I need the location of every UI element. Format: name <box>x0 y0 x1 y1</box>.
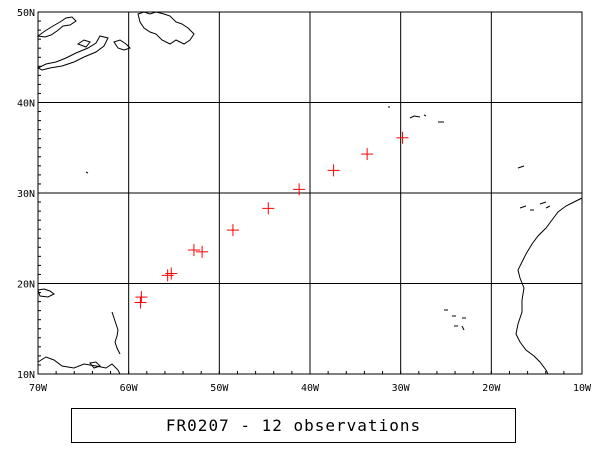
x-tick-label: 20W <box>482 383 501 394</box>
x-tick-label: 70W <box>29 383 48 394</box>
caption-text: FR0207 - 12 observations <box>165 416 422 435</box>
coastline-trinidad <box>89 361 101 369</box>
y-tick-label: 20N <box>17 280 35 291</box>
y-tick-label: 10N <box>17 370 35 381</box>
coastline-cape-breton <box>113 39 131 51</box>
coastline-bermuda <box>85 171 89 174</box>
y-tick-label: 50N <box>17 8 35 19</box>
observation-marker <box>226 224 239 237</box>
coastline-newfoundland-island <box>137 11 195 45</box>
coastline-south-america <box>37 356 121 375</box>
observation-marker <box>135 291 148 304</box>
coastline-gulf <box>76 39 91 48</box>
coastline-azores <box>388 106 444 123</box>
y-tick-labels: 50N 40N 30N 20N 10N <box>17 8 35 381</box>
x-tick-label: 60W <box>120 383 139 394</box>
observation-marker <box>327 164 340 177</box>
coastline-cape-verde <box>444 309 466 331</box>
observation-marker <box>161 269 174 282</box>
x-tick-label: 10W <box>573 383 592 394</box>
y-tick-label: 30N <box>17 189 35 200</box>
coastline-lesser-antilles <box>111 311 121 355</box>
x-tick-label: 30W <box>392 383 411 394</box>
coastline-puerto-rico <box>37 288 55 298</box>
observation-marker <box>396 131 409 144</box>
coastline-nova-scotia <box>36 35 109 71</box>
observation-marker <box>134 296 147 309</box>
gridlines <box>38 12 582 374</box>
observation-marker <box>187 244 200 257</box>
observation-marker <box>196 245 209 258</box>
observation-marker <box>361 148 374 161</box>
observation-markers <box>134 131 409 309</box>
observation-marker <box>293 183 306 196</box>
observation-marker <box>165 267 178 280</box>
y-tick-label: 40N <box>17 99 35 110</box>
x-tick-label: 40W <box>301 383 320 394</box>
x-tick-label: 50W <box>210 383 229 394</box>
coastline-west-africa <box>515 197 583 375</box>
observation-marker <box>262 202 275 215</box>
coastline-newfoundland <box>36 16 77 38</box>
caption-box: FR0207 - 12 observations <box>71 408 516 443</box>
coastlines <box>36 11 583 375</box>
x-tick-labels: 70W 60W 50W 40W 30W 20W 10W <box>29 383 592 394</box>
coastline-canaries <box>517 165 551 211</box>
minor-ticks <box>37 11 583 375</box>
